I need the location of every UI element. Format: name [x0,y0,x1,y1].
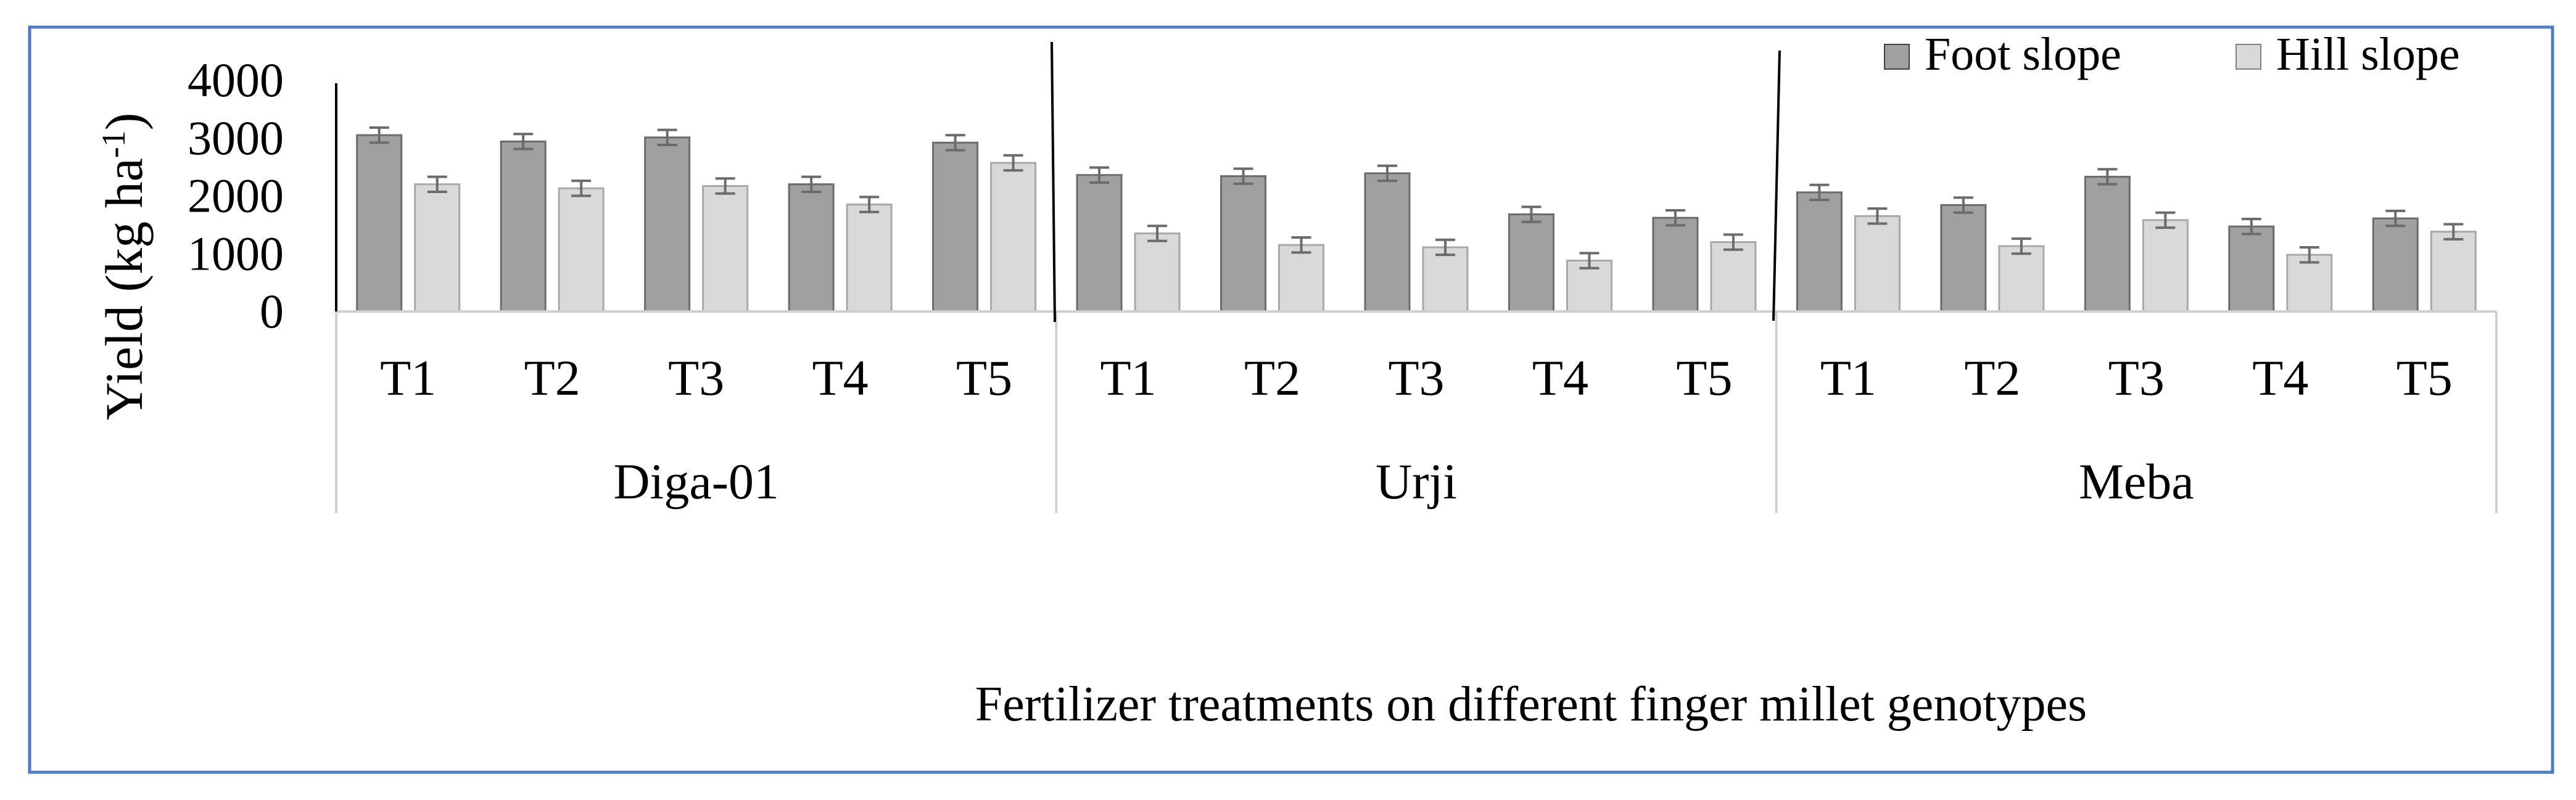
panel-separator [1772,50,1781,321]
y-axis-label-close: ) [94,113,154,131]
figure-border [28,25,2554,774]
group-label: Meba [2079,453,2194,509]
bar-foot-slope [1364,172,1411,313]
x-tick-label: T3 [668,350,724,406]
bar-hill-slope [2142,219,2189,313]
y-tick-label: 0 [260,284,284,338]
y-axis-label-text: Yield (kg ha [94,158,154,420]
x-tick-label: T5 [956,350,1012,406]
x-tick-label: T1 [1100,350,1157,406]
legend-swatch-foot-slope [1884,44,1910,70]
x-tick-label: T1 [380,350,436,406]
x-group-labels: Diga-01 Urji Meba [613,453,2194,509]
x-tick-label: T3 [1388,350,1444,406]
x-axis-label: Fertilizer treatments on different finge… [975,677,2087,732]
y-tick-label: 3000 [188,111,284,165]
bar-foot-slope [1940,204,1987,313]
x-tick-label: T4 [1532,350,1588,406]
x-tick-label: T5 [2396,350,2453,406]
legend: Foot slope Hill slope [1884,28,2460,80]
bar-hill-slope [1998,245,2045,313]
group-label: Urji [1376,453,1457,509]
bar-hill-slope [1710,241,1757,313]
x-tick-label: T3 [2108,350,2165,406]
bar-foot-slope [1220,175,1267,313]
bar-foot-slope [2084,176,2131,313]
bar-hill-slope [2430,231,2477,313]
x-tick-label: T1 [1820,350,1876,406]
bar-hill-slope [1854,215,1901,313]
bar-foot-slope [644,136,691,313]
bar-foot-slope [2372,217,2419,313]
y-axis-label-superscript: -1 [95,130,132,158]
bars-layer [356,126,2477,313]
bar-hill-slope [558,187,605,313]
bar-foot-slope [500,140,547,313]
legend-label-hill-slope: Hill slope [2276,28,2460,80]
panel-separator [1051,41,1056,323]
legend-swatch-hill-slope [2235,44,2261,70]
bar-foot-slope [1652,216,1699,313]
x-tick-label: T2 [1244,350,1300,406]
bar-hill-slope [2286,254,2333,313]
bar-hill-slope [1422,246,1469,313]
bar-foot-slope [932,141,979,313]
bar-hill-slope [990,162,1037,313]
bar-hill-slope [846,204,893,313]
y-tick-label: 2000 [188,169,284,223]
axis-layer [335,41,2498,513]
x-tick-label: T4 [812,350,869,406]
bar-foot-slope [788,183,835,313]
y-tick-label: 1000 [188,226,284,280]
legend-label-foot-slope: Foot slope [1925,28,2121,80]
x-category-labels: T1 T2 T3 T4 T5 T1 T2 T3 T4 T5 T1 T2 T3 T4 T5 [380,350,2453,406]
x-tick-label: T4 [2252,350,2308,406]
x-tick-label: T5 [1676,350,1732,406]
bar-foot-slope [1796,191,1843,313]
group-label: Diga-01 [613,453,779,509]
bar-hill-slope [1278,244,1325,313]
x-tick-label: T2 [1964,350,2020,406]
y-tick-label: 4000 [188,53,284,107]
bar-foot-slope [356,134,403,313]
x-tick-label: T2 [524,350,580,406]
bar-hill-slope [702,185,749,313]
bar-hill-slope [414,183,461,313]
y-axis-label: Yield (kg ha-1) [94,113,154,421]
bar-foot-slope [2228,225,2275,313]
bar-foot-slope [1076,174,1123,313]
bar-foot-slope [1508,213,1554,313]
bar-hill-slope [1134,232,1181,313]
